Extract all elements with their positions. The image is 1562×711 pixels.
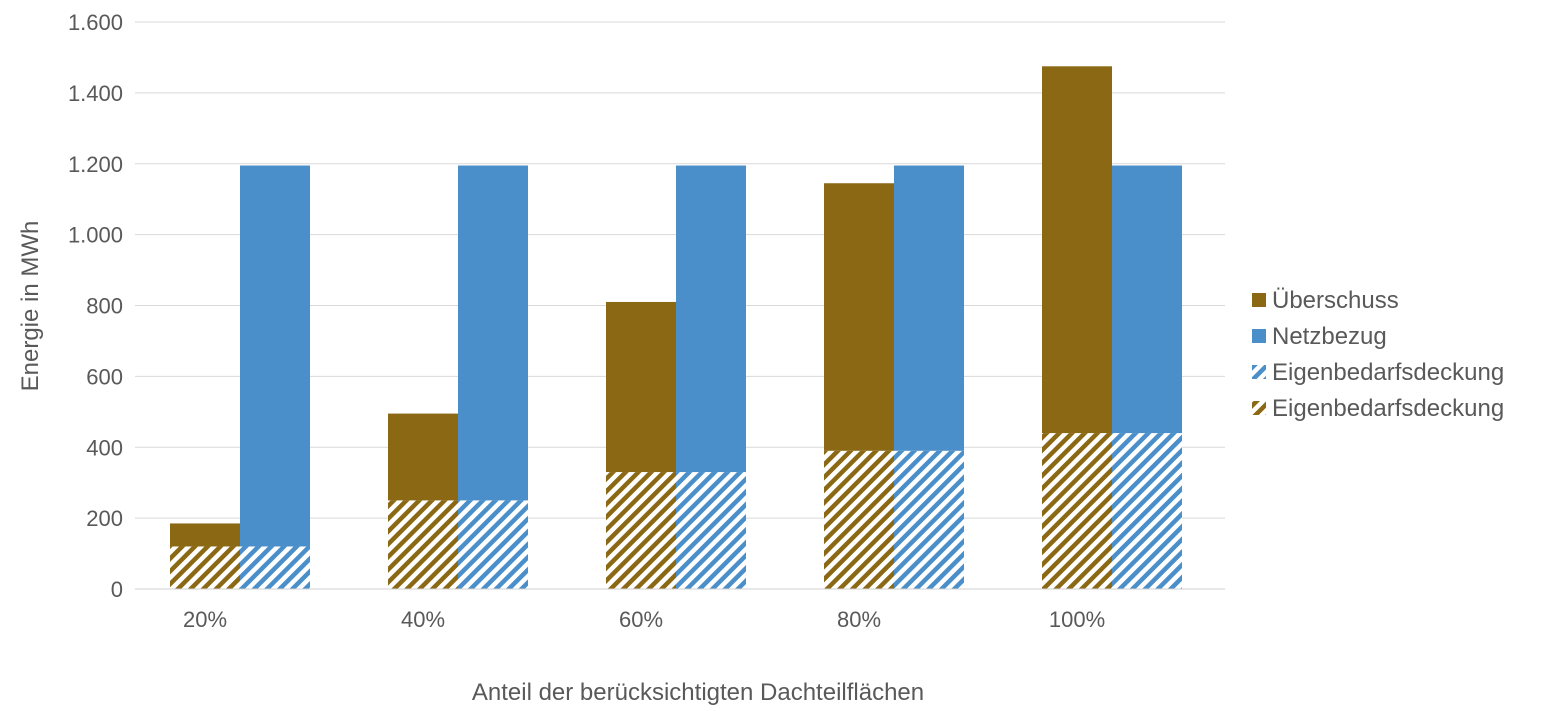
y-tick-label: 800 — [86, 294, 123, 319]
bar-left-eigenbedarf — [824, 450, 894, 589]
y-tick-label: 400 — [86, 435, 123, 460]
y-tick-label: 1.000 — [68, 223, 123, 248]
legend-swatch — [1252, 329, 1266, 343]
bar-right-Netzbezug — [894, 165, 964, 451]
bar-right-Netzbezug — [1112, 165, 1182, 434]
bar-right-Netzbezug — [458, 165, 528, 501]
bar-left-eigenbedarf — [606, 472, 676, 589]
y-axis-title: Energie in MWh — [17, 221, 44, 392]
bar-right-eigenbedarf — [1112, 433, 1182, 589]
y-tick-label: 600 — [86, 364, 123, 389]
legend-label: Überschuss — [1272, 287, 1399, 314]
legend-swatch — [1252, 293, 1266, 307]
x-tick-label: 60% — [619, 607, 663, 632]
bar-left-Überschuss — [170, 523, 240, 547]
bar-right-eigenbedarf — [240, 546, 310, 589]
legend-label: Eigenbedarfsdeckung — [1272, 395, 1504, 422]
y-tick-label: 1.600 — [68, 10, 123, 35]
bar-right-eigenbedarf — [676, 472, 746, 589]
bar-right-Netzbezug — [240, 165, 310, 547]
y-tick-label: 1.200 — [68, 152, 123, 177]
x-tick-label: 20% — [183, 607, 227, 632]
bar-left-Überschuss — [388, 413, 458, 501]
bar-left-eigenbedarf — [170, 546, 240, 589]
legend-swatch — [1252, 401, 1266, 415]
bar-right-eigenbedarf — [894, 450, 964, 589]
legend-label: Eigenbedarfsdeckung — [1272, 359, 1504, 386]
bar-left-Überschuss — [824, 183, 894, 451]
x-tick-label: 40% — [401, 607, 445, 632]
legend-swatch — [1252, 365, 1266, 379]
y-tick-label: 200 — [86, 506, 123, 531]
bars — [170, 66, 1182, 589]
y-tick-label: 1.400 — [68, 81, 123, 106]
bar-left-eigenbedarf — [1042, 433, 1112, 589]
y-tick-label: 0 — [111, 577, 123, 602]
bar-left-Überschuss — [606, 301, 676, 473]
axes: 0 200 400 600 800 1.000 1.200 1.400 1.600 20% 40% 6… — [68, 10, 1225, 632]
bar-left-eigenbedarf — [388, 500, 458, 589]
x-tick-label: 80% — [837, 607, 881, 632]
bar-left-Überschuss — [1042, 66, 1112, 434]
legend: Überschuss Netzbezug Eigenbedarfsdeckung Ei… — [1252, 287, 1504, 422]
legend-label: Netzbezug — [1272, 323, 1387, 350]
x-tick-label: 100% — [1049, 607, 1105, 632]
x-axis-title: Anteil der berücksichtigten Dachteilfläc… — [472, 679, 924, 706]
bar-right-eigenbedarf — [458, 500, 528, 589]
bar-right-Netzbezug — [676, 165, 746, 473]
